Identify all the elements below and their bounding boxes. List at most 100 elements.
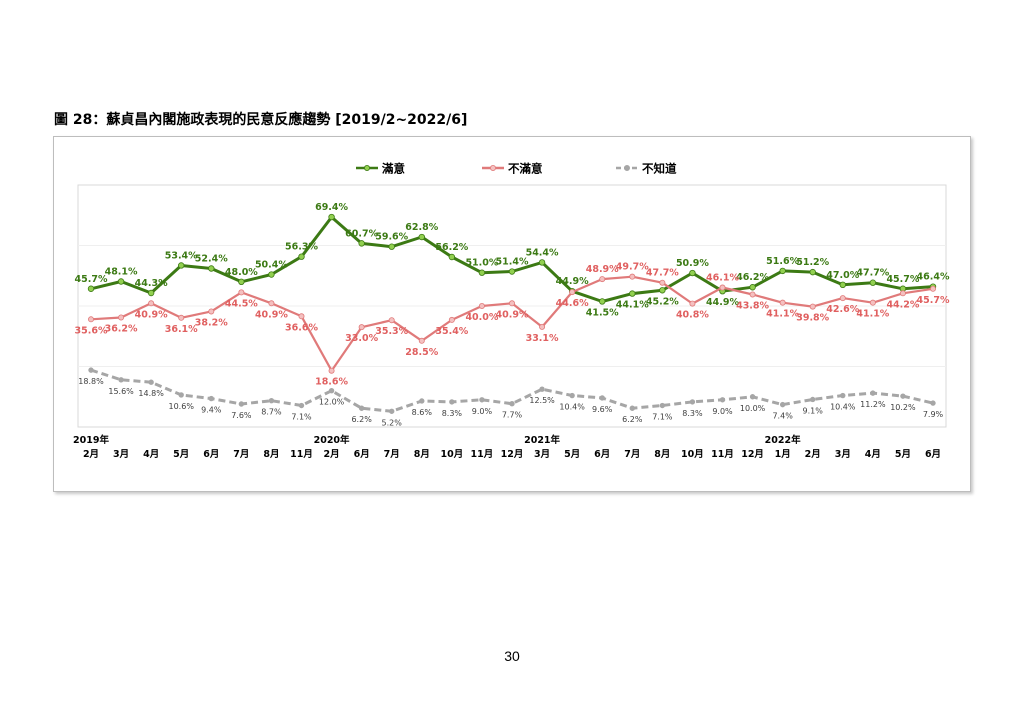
data-label-unknown: 7.1% — [652, 413, 673, 422]
data-point-satisfied — [298, 253, 305, 260]
data-point-unknown — [719, 397, 726, 403]
data-point-dissatisfied — [779, 299, 786, 306]
x-tick-label: 7月 — [233, 449, 249, 460]
data-label-dissatisfied: 45.7% — [917, 295, 950, 306]
data-label-satisfied: 56.2% — [435, 242, 468, 253]
data-label-dissatisfied: 35.6% — [75, 325, 108, 336]
x-tick-label: 12月 — [741, 449, 764, 460]
data-label-unknown: 7.6% — [231, 411, 252, 420]
x-tick-label: 3月 — [113, 449, 129, 460]
data-point-unknown — [659, 402, 666, 409]
page-number: 30 — [504, 648, 520, 664]
series-unknown: 18.8% 15.6% 14.8% 10.6% 9.4% 7.6% 8.7% 7.1% 12.0… — [78, 367, 944, 427]
data-point-satisfied — [869, 279, 877, 286]
data-point-dissatisfied — [719, 284, 726, 291]
data-point-dissatisfied — [629, 273, 636, 280]
data-label-dissatisfied: 44.5% — [225, 298, 258, 309]
data-point-satisfied — [478, 269, 486, 276]
data-point-dissatisfied — [659, 279, 666, 286]
data-label-dissatisfied: 44.6% — [556, 298, 589, 309]
x-tick-label: 5月 — [173, 449, 189, 460]
x-tick-label: 2月 — [805, 449, 821, 460]
data-label-unknown: 12.5% — [529, 396, 555, 405]
x-tick-label: 11月 — [290, 449, 313, 460]
x-tick-label: 6月 — [203, 449, 219, 460]
data-label-unknown: 7.4% — [772, 412, 793, 421]
data-label-unknown: 9.4% — [201, 406, 222, 415]
data-label-dissatisfied: 33.1% — [526, 333, 559, 344]
data-label-satisfied: 46.2% — [736, 272, 769, 283]
x-tick-label: 6月 — [354, 449, 370, 460]
data-label-unknown: 6.2% — [622, 415, 643, 424]
data-label-dissatisfied: 40.9% — [135, 309, 168, 320]
data-label-dissatisfied: 40.9% — [255, 309, 288, 320]
data-point-satisfied — [388, 243, 395, 250]
data-label-dissatisfied: 48.9% — [586, 264, 619, 275]
data-point-satisfied — [208, 265, 215, 272]
data-label-unknown: 8.3% — [682, 409, 703, 418]
data-label-satisfied: 51.2% — [796, 257, 829, 268]
x-tick-label: 10月 — [681, 449, 704, 460]
legend: 滿意 不滿意 不知道 — [356, 162, 677, 176]
data-point-unknown — [479, 397, 485, 403]
x-tick-label: 2月 — [324, 449, 340, 460]
series-line-unknown — [90, 368, 934, 413]
data-label-satisfied: 53.4% — [165, 250, 198, 261]
data-label-satisfied: 45.2% — [646, 296, 679, 307]
data-point-unknown — [779, 401, 786, 408]
data-point-satisfied — [448, 253, 456, 261]
x-tick-label: 7月 — [384, 449, 400, 460]
data-point-satisfied — [268, 271, 275, 278]
data-label-unknown: 10.2% — [890, 403, 916, 412]
data-point-dissatisfied — [569, 289, 576, 296]
data-point-satisfied — [538, 259, 546, 266]
data-point-satisfied — [328, 213, 335, 221]
x-year-label: 2020年 — [314, 434, 350, 446]
data-point-dissatisfied — [508, 300, 515, 307]
data-label-dissatisfied: 41.1% — [856, 309, 889, 320]
x-tick-label: 5月 — [895, 449, 911, 460]
legend-marker-unknown — [624, 164, 631, 171]
data-label-satisfied: 44.9% — [706, 297, 739, 308]
data-label-satisfied: 44.3% — [135, 278, 168, 289]
data-label-dissatisfied: 40.8% — [676, 310, 709, 321]
trend-line-chart: 45.7%48.1%44.3%53.4%52.4%48.0%50.4%56.3%… — [73, 162, 950, 461]
series-dissatisfied: 35.6%36.2%40.9%36.1%38.2%44.5%40.9%36.6%… — [75, 262, 950, 388]
data-point-dissatisfied — [358, 324, 365, 331]
x-tick-label: 11月 — [471, 449, 494, 460]
data-label-satisfied: 48.1% — [105, 266, 138, 277]
data-point-satisfied — [147, 289, 155, 297]
data-point-unknown — [208, 395, 214, 402]
figure-title: 圖 28：蘇貞昌內閣施政表現的民意反應趨勢 [2019/2~2022/6] — [54, 112, 468, 128]
x-tick-label: 8月 — [263, 449, 279, 460]
x-tick-label: 10月 — [440, 449, 463, 460]
data-label-satisfied: 46.4% — [917, 272, 950, 283]
data-point-satisfied — [238, 278, 245, 285]
data-label-satisfied: 44.9% — [556, 276, 589, 287]
data-label-satisfied: 60.7% — [345, 228, 378, 239]
data-label-satisfied: 51.6% — [766, 256, 799, 267]
data-label-unknown: 9.6% — [592, 405, 613, 414]
data-point-unknown — [509, 401, 515, 407]
x-tick-label: 8月 — [654, 449, 670, 460]
data-label-unknown: 15.6% — [108, 387, 134, 396]
data-label-unknown: 7.9% — [923, 410, 944, 419]
data-label-unknown: 11.2% — [860, 400, 886, 409]
data-label-dissatisfied: 42.6% — [826, 304, 859, 315]
x-tick-label: 8月 — [414, 449, 430, 460]
data-point-dissatisfied — [268, 300, 275, 307]
data-point-dissatisfied — [478, 302, 485, 309]
x-tick-label: 4月 — [865, 449, 881, 460]
data-point-satisfied — [117, 278, 125, 285]
data-label-unknown: 9.0% — [712, 407, 733, 416]
legend-label-satisfied: 滿意 — [382, 162, 405, 176]
x-tick-label: 2月 — [83, 449, 99, 460]
data-point-dissatisfied — [899, 290, 906, 297]
data-point-satisfied — [87, 285, 95, 292]
data-label-dissatisfied: 40.9% — [496, 309, 529, 320]
data-point-dissatisfied — [418, 337, 425, 344]
data-point-dissatisfied — [749, 291, 756, 298]
data-point-unknown — [689, 399, 696, 405]
data-point-satisfied — [779, 267, 786, 275]
legend-label-dissatisfied: 不滿意 — [508, 162, 543, 176]
